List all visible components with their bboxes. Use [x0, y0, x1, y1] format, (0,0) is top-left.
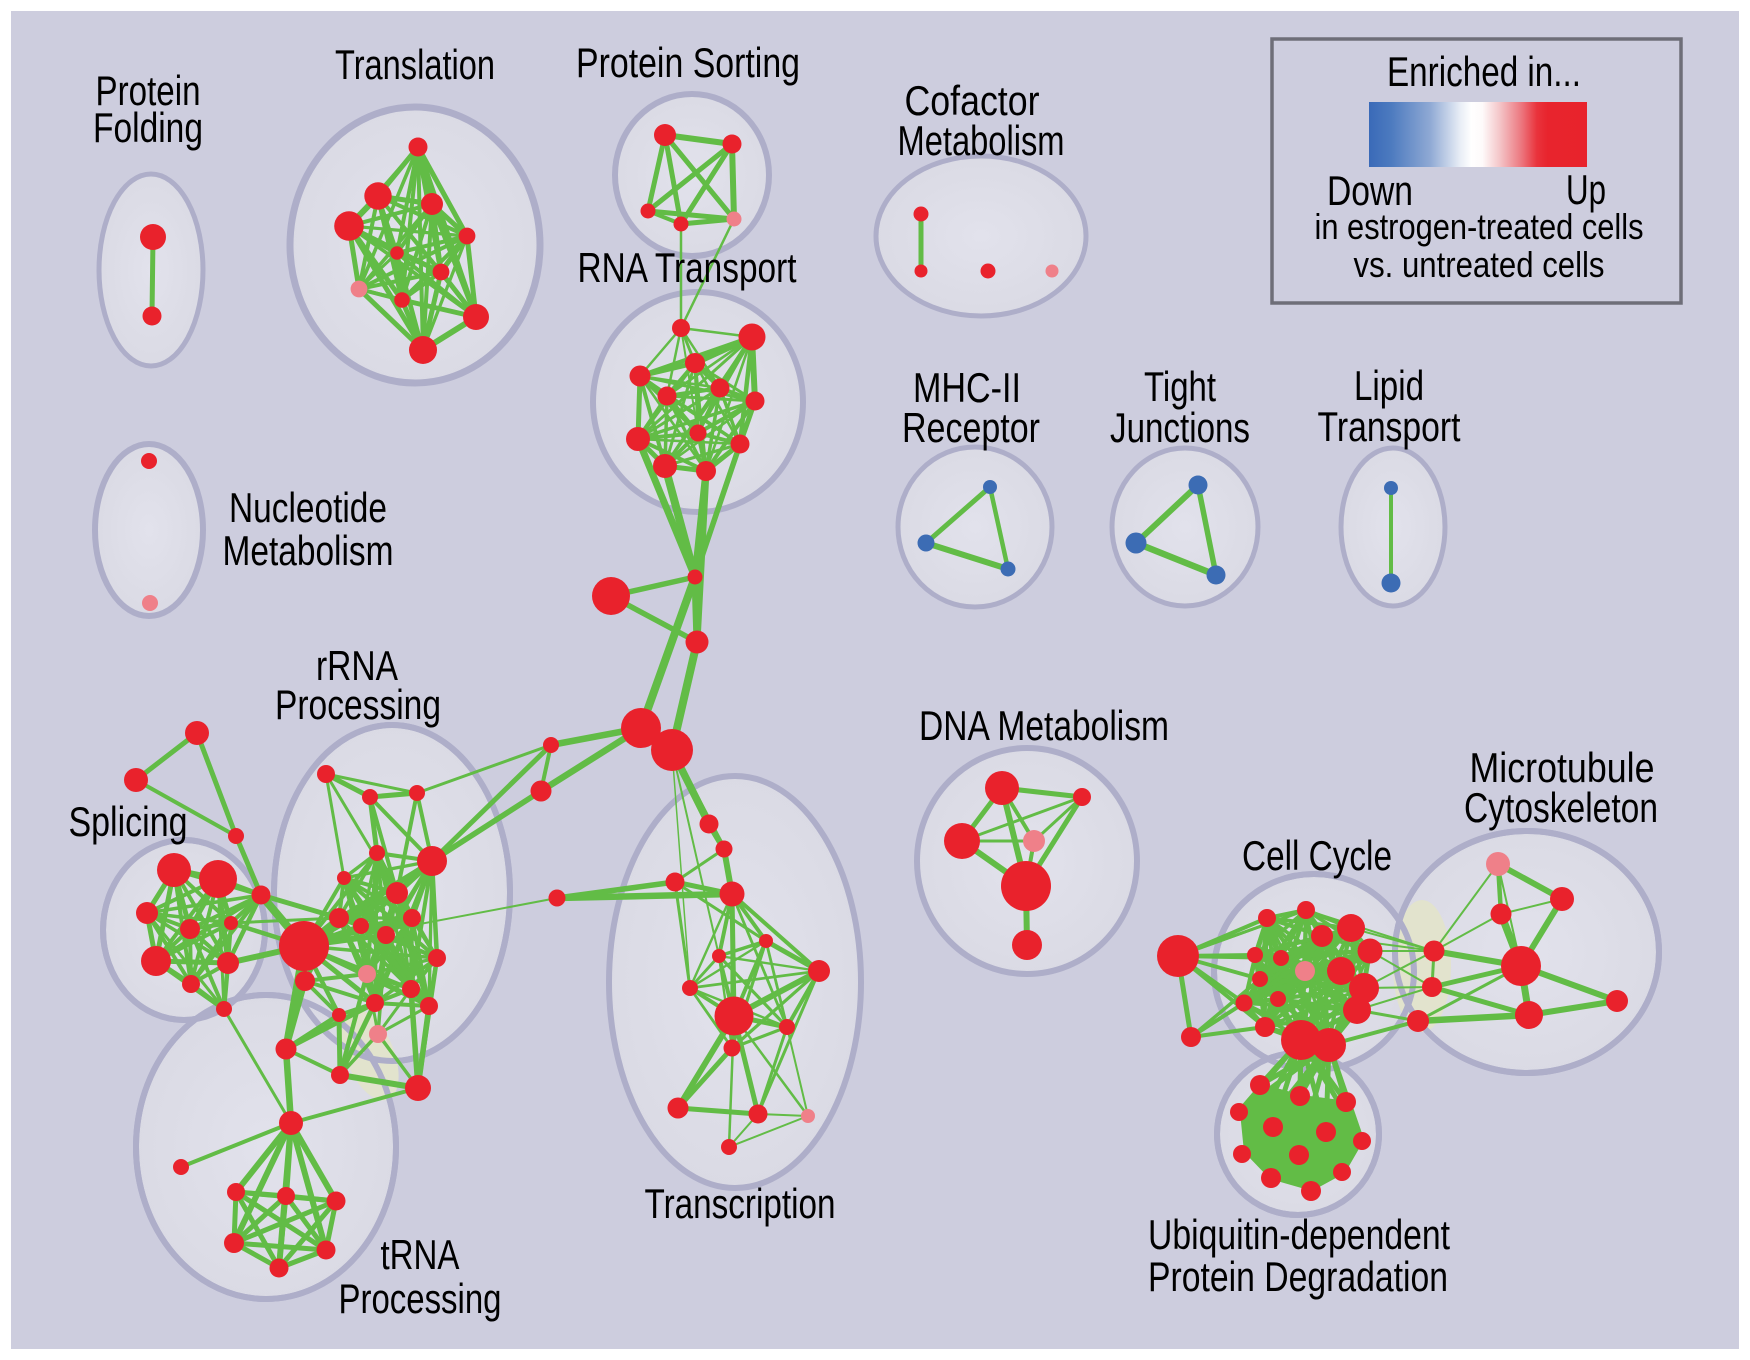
svg-text:Cofactor: Cofactor	[905, 77, 1040, 124]
svg-text:Cell Cycle: Cell Cycle	[1242, 832, 1392, 879]
svg-text:Cytoskeleton: Cytoskeleton	[1464, 784, 1658, 831]
svg-text:Splicing: Splicing	[69, 798, 188, 845]
svg-text:Lipid: Lipid	[1354, 362, 1424, 409]
svg-text:Transport: Transport	[1318, 403, 1461, 450]
svg-text:rRNA: rRNA	[316, 642, 398, 689]
svg-text:Down: Down	[1327, 167, 1413, 214]
svg-text:Protein: Protein	[96, 67, 201, 114]
svg-text:RNA Transport: RNA Transport	[578, 244, 797, 291]
svg-text:tRNA: tRNA	[381, 1231, 460, 1278]
svg-text:Junctions: Junctions	[1110, 404, 1250, 451]
svg-text:Processing: Processing	[275, 681, 441, 728]
svg-text:MHC-II: MHC-II	[913, 364, 1021, 411]
svg-text:Enriched in...: Enriched in...	[1387, 48, 1581, 95]
svg-text:Protein Sorting: Protein Sorting	[576, 39, 800, 86]
svg-text:Nucleotide: Nucleotide	[229, 484, 387, 531]
svg-text:Folding: Folding	[93, 104, 203, 151]
svg-text:Translation: Translation	[335, 41, 495, 88]
svg-text:Ubiquitin-dependent: Ubiquitin-dependent	[1148, 1211, 1450, 1258]
svg-text:vs. untreated cells: vs. untreated cells	[1354, 244, 1605, 285]
svg-text:Metabolism: Metabolism	[223, 527, 394, 574]
svg-text:Receptor: Receptor	[902, 404, 1040, 451]
svg-text:Up: Up	[1566, 166, 1606, 213]
svg-text:in estrogen-treated cells: in estrogen-treated cells	[1315, 206, 1644, 247]
svg-text:Tight: Tight	[1144, 363, 1216, 410]
svg-text:Transcription: Transcription	[645, 1180, 836, 1227]
svg-text:Microtubule: Microtubule	[1470, 744, 1655, 791]
svg-text:Processing: Processing	[339, 1275, 502, 1322]
svg-text:DNA Metabolism: DNA Metabolism	[919, 702, 1169, 749]
svg-text:Metabolism: Metabolism	[898, 117, 1065, 164]
svg-text:Protein Degradation: Protein Degradation	[1148, 1253, 1448, 1300]
